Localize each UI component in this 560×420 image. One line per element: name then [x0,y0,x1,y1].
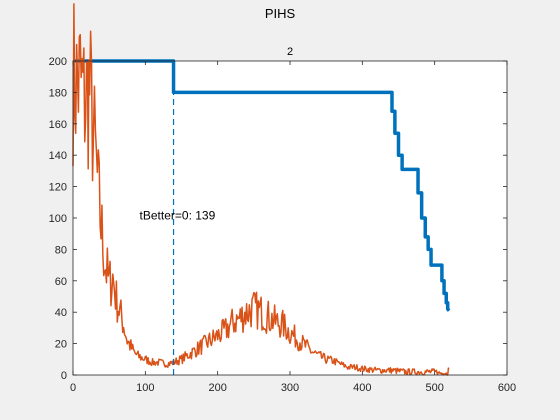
annotation-text: tBetter=0: 139 [140,209,216,223]
y-tick-label: 0 [61,370,67,382]
x-tick-label: 200 [208,382,226,394]
y-tick-label: 160 [49,119,67,131]
y-tick-label: 40 [55,307,67,319]
x-tick-label: 0 [70,382,76,394]
x-tick-label: 600 [498,382,516,394]
series-line-0 [73,59,451,312]
y-tick-label: 80 [55,244,67,256]
axes-layer: 0 100 200 300 400 500 600 0 20 40 60 80 100 120 140 160… [49,56,517,394]
y-tick-label: 140 [49,150,67,162]
annotation-layer: tBetter=0: 139 [140,209,216,223]
y-tick-label: 100 [49,213,67,225]
y-tick-label: 180 [49,87,67,99]
plot-area [73,61,507,375]
x-tick-label: 100 [136,382,154,394]
y-tick-label: 120 [49,182,67,194]
x-tick-label: 500 [425,382,443,394]
axes-title: 2 [287,46,293,58]
series-line-1 [72,3,450,376]
y-tick-label: 20 [55,339,67,351]
x-tick-label: 400 [353,382,371,394]
series-layer [72,3,451,376]
figure-title: PIHS [265,6,296,21]
y-tick-label: 60 [55,276,67,288]
y-tick-label: 200 [49,56,67,68]
x-tick-label: 300 [281,382,299,394]
